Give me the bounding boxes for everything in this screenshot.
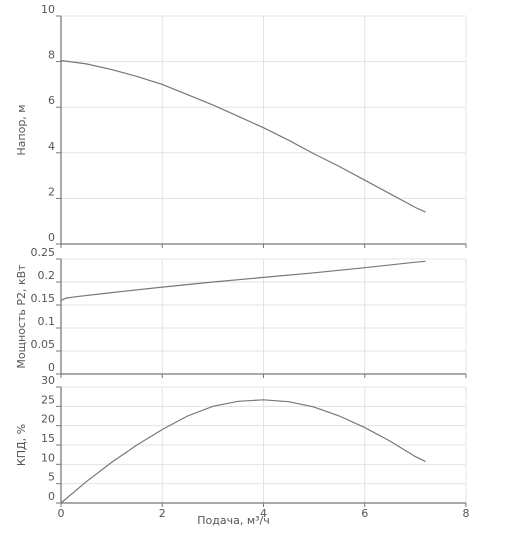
series-line	[60, 399, 426, 504]
y-tick-label: 0.2	[38, 269, 56, 282]
x-axis-title: Подача, м³/ч	[197, 514, 270, 527]
y-tick-label: 0	[48, 361, 55, 374]
y-tick-label: 30	[41, 374, 55, 387]
y-tick-label: 0.25	[31, 246, 56, 259]
y-tick-label: 0	[48, 231, 55, 244]
y-tick-label: 2	[48, 185, 55, 198]
y-tick-label: 20	[41, 413, 55, 426]
y-axis-title: Напор, м	[15, 104, 28, 155]
y-tick-label: 0.1	[38, 315, 56, 328]
y-tick-label: 10	[41, 3, 55, 16]
y-axis-title: Мощность P2, кВт	[15, 264, 28, 369]
y-tick-label: 4	[48, 140, 55, 153]
y-tick-label: 25	[41, 393, 55, 406]
y-tick-label: 0.15	[31, 292, 56, 305]
y-tick-label: 5	[48, 471, 55, 484]
y-tick-label: 15	[41, 432, 55, 445]
y-tick-label: 0	[48, 490, 55, 503]
series-line	[60, 59, 426, 213]
y-axis-title: КПД, %	[15, 424, 28, 466]
y-tick-label: 6	[48, 94, 55, 107]
x-tick-label: 8	[463, 507, 470, 520]
y-tick-label: 8	[48, 49, 55, 62]
chart-panel-1: 0 2 4 6 8 10 Напор, м	[15, 3, 467, 248]
y-tick-label: 10	[41, 451, 55, 464]
x-tick-label: 4	[260, 507, 267, 520]
chart-panel-3: 0 5 10 15 20 25 30 0 2 4 6 8 КПД, % Подача, м³/ч	[15, 374, 470, 527]
x-tick-label: 0	[58, 507, 65, 520]
x-tick-label: 6	[361, 507, 368, 520]
x-tick-label: 2	[159, 507, 166, 520]
y-tick-label: 0.05	[31, 338, 56, 351]
series-line	[60, 260, 426, 301]
